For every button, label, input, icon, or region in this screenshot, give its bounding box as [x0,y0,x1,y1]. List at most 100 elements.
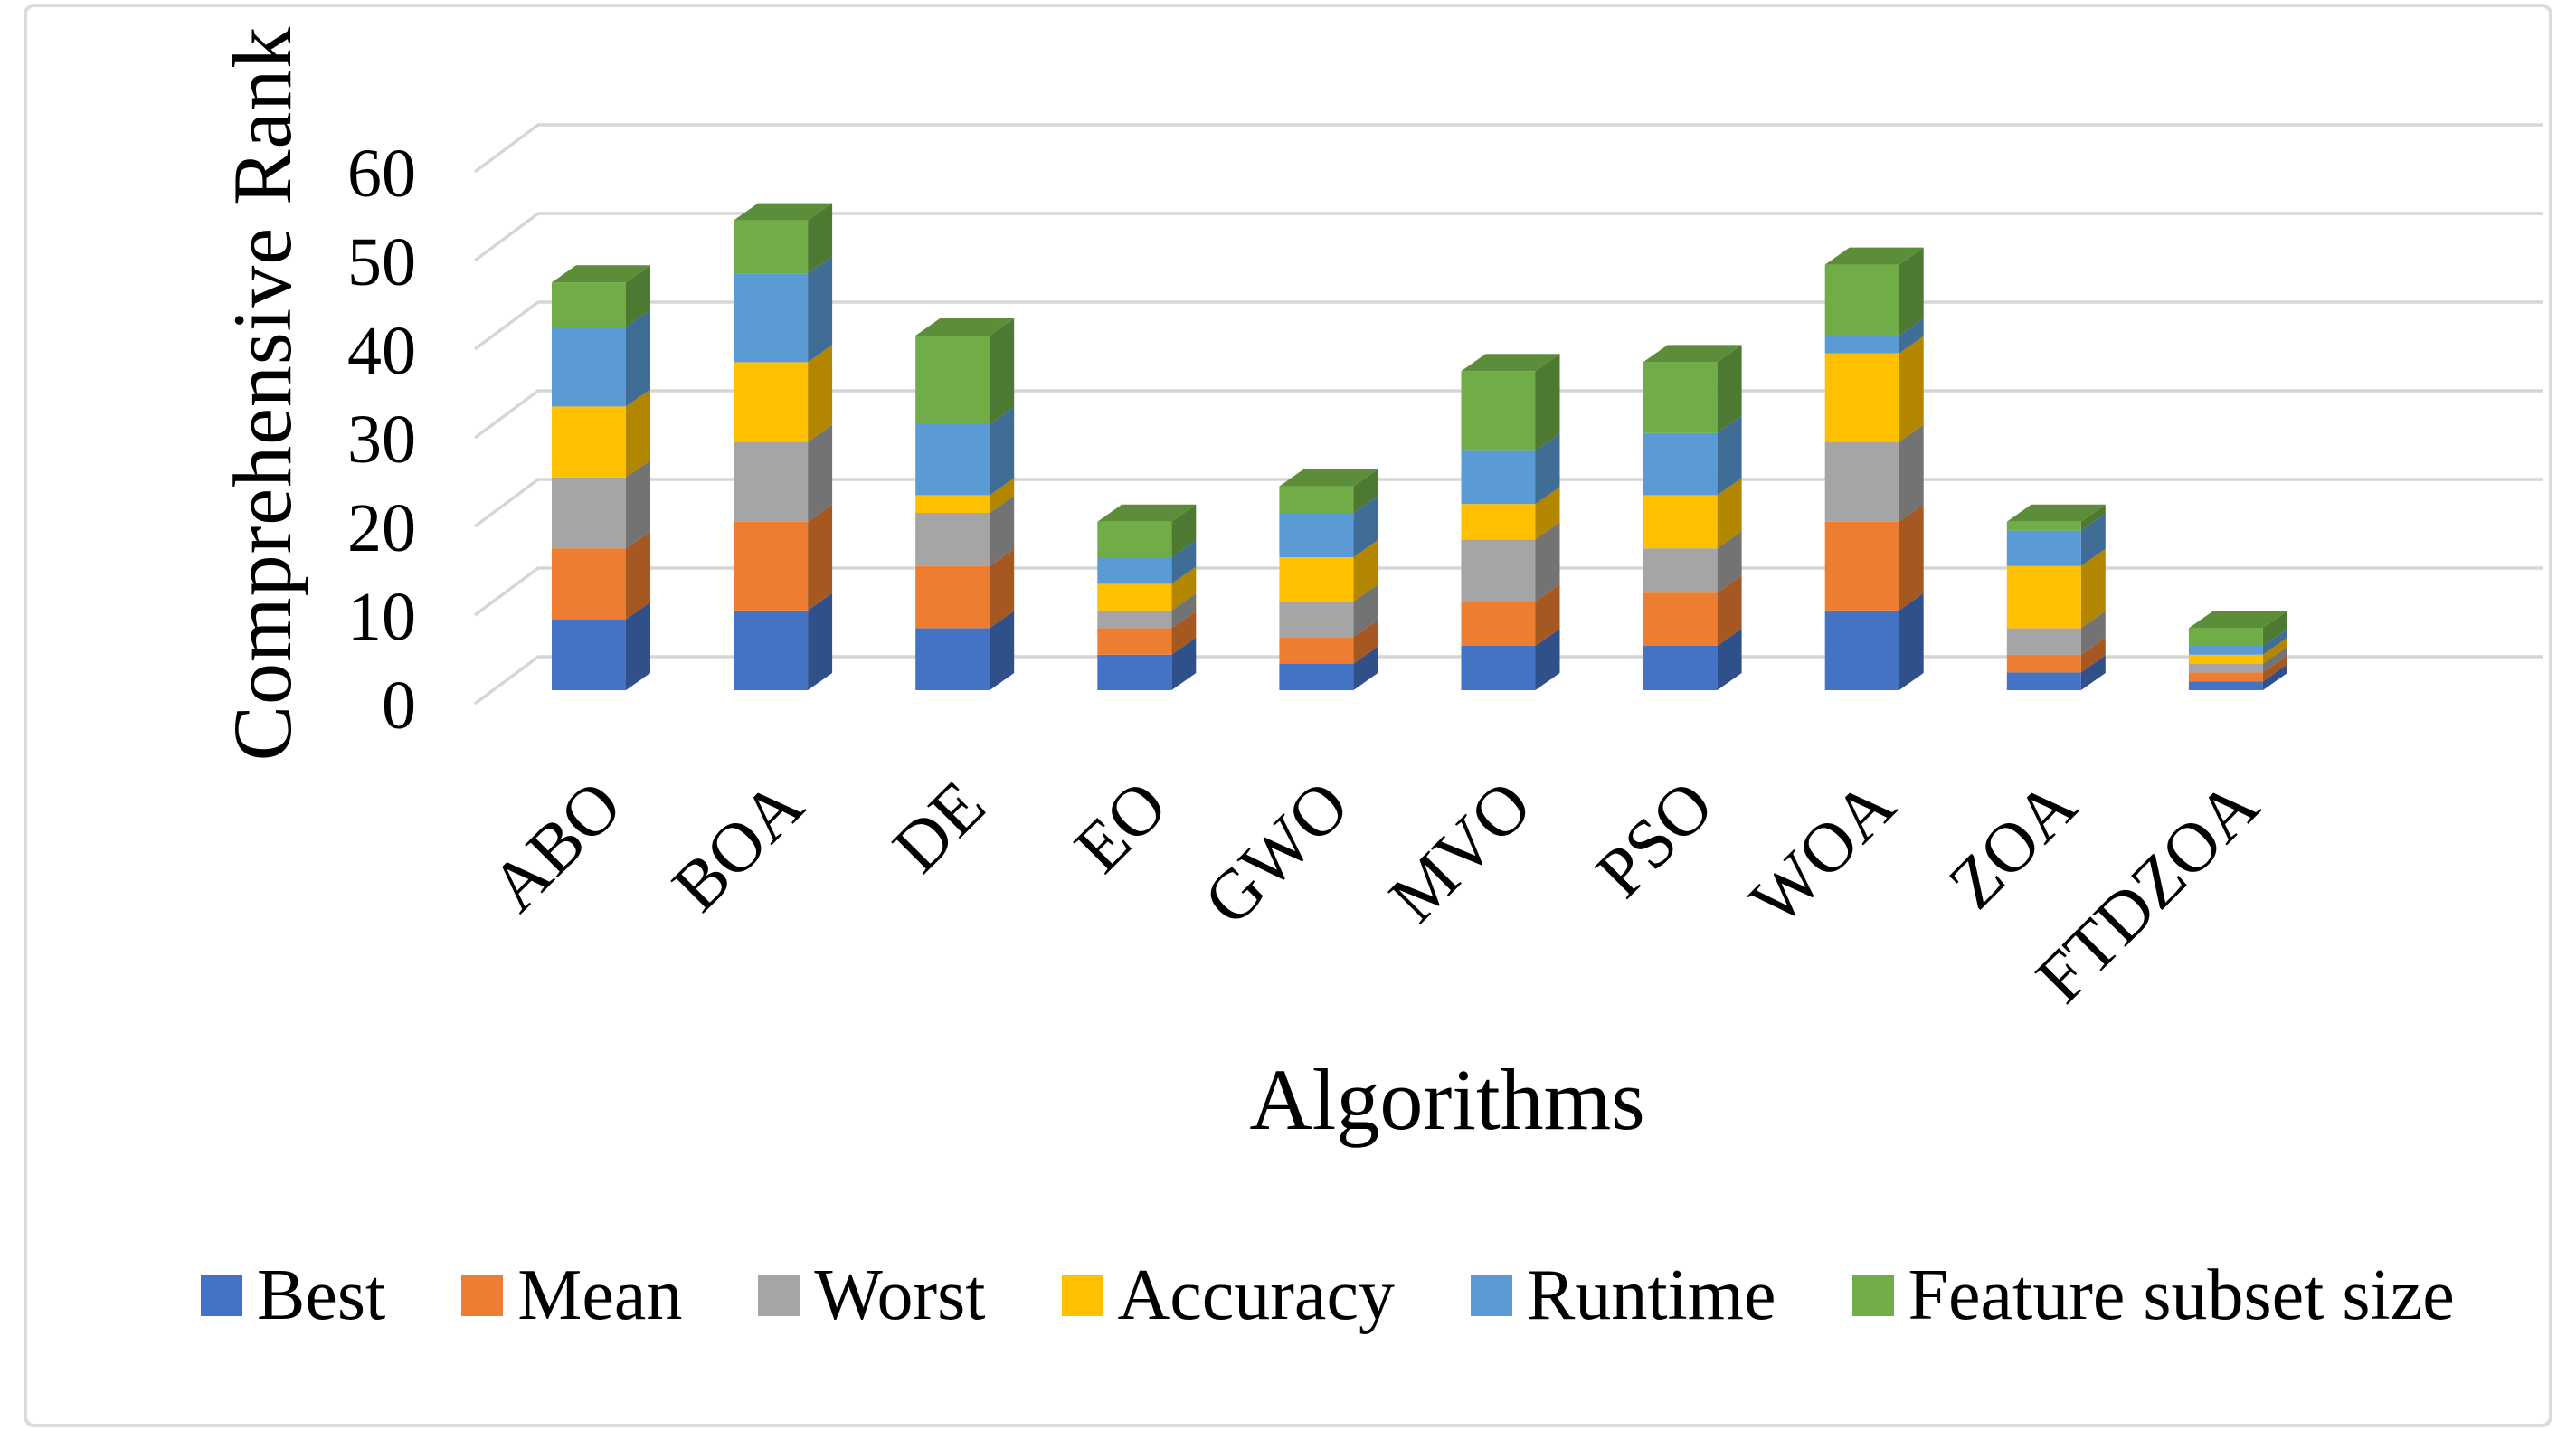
bar-segment-side [2262,664,2287,690]
bar-segment-pso-feature-subset-size [1643,362,1718,433]
bar-segment-zoa-runtime [2006,530,2081,566]
bar-segment-side [990,496,1015,566]
bar-segment-ftdzoa-feature-subset-size [2188,628,2263,646]
bar-top-face [1097,504,1197,522]
bar-segment-abo-runtime [552,327,626,407]
bar-segment-side [1717,345,1742,433]
bar-segment-mvo-mean [1461,602,1536,646]
legend-swatch-icon [1470,1275,1512,1316]
bar-segment-side [1171,566,1197,611]
bar-segment-side [2262,646,2287,673]
bar-segment-side [2262,611,2287,646]
bar-boa [734,203,833,690]
bar-woa [1824,247,1924,690]
bar-segment-side [1717,531,1742,593]
y-tick-label-30: 30 [347,402,416,478]
bar-eo [1097,504,1197,690]
y-tick-label-50: 50 [347,224,416,300]
bar-segment-eo-accuracy [1097,583,1172,611]
bar-segment-de-accuracy [915,495,990,513]
legend-swatch-icon [758,1275,800,1316]
bar-segment-side [1535,433,1560,505]
bar-segment-side [2080,548,2106,629]
bar-top-face [1461,354,1560,372]
legend-swatch-icon [201,1275,242,1316]
bar-segment-eo-worst [1097,610,1172,629]
bar-segment-side [626,265,650,327]
bar-segment-woa-mean [1824,521,1899,611]
bar-segment-eo-runtime [1097,557,1172,584]
bar-segment-side [1353,584,1378,638]
legend-swatch-icon [1852,1275,1894,1316]
bar-segment-pso-accuracy [1643,495,1718,549]
bar-segment-pso-worst [1643,548,1718,593]
bar-segment-side [1717,415,1742,496]
bar-segment-zoa-accuracy [2006,565,2081,629]
bar-segment-side [2262,655,2287,682]
bar-segment-side [808,256,833,363]
bar-segment-eo-feature-subset-size [1097,521,1172,557]
bar-segment-side [990,318,1015,424]
bar-de [915,318,1015,690]
legend-swatch-icon [461,1275,504,1316]
bar-segment-zoa-worst [2006,628,2081,655]
bar-top-face [915,318,1015,336]
bar-segment-gwo-worst [1279,602,1354,638]
legend-item-mean: Mean [461,1259,682,1331]
bar-segment-abo-feature-subset-size [552,282,626,327]
bar-mvo [1461,354,1560,690]
gridline-50 [473,212,2543,262]
bar-segment-side [1353,646,1378,690]
bar-segment-side [1717,478,1742,549]
bar-segment-side [2080,513,2106,566]
y-tick-label-10: 10 [347,579,416,655]
bar-segment-de-runtime [915,424,990,496]
y-tick-label-0: 0 [382,668,416,744]
legend-label: Feature subset size [1908,1256,2455,1335]
bar-top-face [734,203,833,221]
bar-top-face [2006,504,2106,522]
bar-segment-pso-runtime [1643,432,1718,496]
legend-label: Runtime [1526,1256,1776,1335]
bar-segment-woa-runtime [1824,336,1899,354]
bar-segment-side [626,309,650,407]
legend-item-worst: Worst [758,1259,986,1331]
bar-segment-ftdzoa-mean [2188,672,2263,682]
bar-segment-side [990,407,1015,496]
bar-segment-de-mean [915,565,990,629]
bar-segment-side [1353,496,1378,557]
bar-segment-side [1899,336,1924,442]
bar-segment-gwo-runtime [1279,513,1354,557]
bar-ftdzoa [2188,611,2287,690]
bar-segment-boa-runtime [734,273,809,363]
bar-segment-boa-mean [734,521,809,611]
bar-segment-eo-mean [1097,628,1172,655]
bar-segment-woa-worst [1824,441,1899,522]
y-tick-label-60: 60 [347,136,416,212]
bar-segment-side [1535,629,1560,690]
legend-item-accuracy: Accuracy [1061,1259,1395,1331]
legend-swatch-icon [1061,1275,1103,1316]
legend: Best Mean Worst Accuracy Runtime Feature subs… [201,1259,2455,1331]
bar-segment-zoa-feature-subset-size [2006,521,2081,531]
bar-segment-side [1717,575,1742,646]
bar-segment-ftdzoa-best [2188,681,2263,690]
legend-item-feature-subset-size: Feature subset size [1852,1259,2455,1331]
bar-segment-mvo-runtime [1461,450,1536,505]
bar-segment-side [1535,354,1560,451]
bar-pso [1643,345,1742,690]
bar-segment-mvo-accuracy [1461,504,1536,540]
bar-segment-side [1171,540,1197,584]
bar-segment-side [2080,504,2106,531]
bar-segment-side [1899,592,1924,690]
bar-segment-side [1171,592,1197,629]
bar-segment-zoa-best [2006,672,2081,690]
bar-segment-side [1535,584,1560,646]
bar-segment-side [808,424,833,522]
y-axis-title: Comprehensive Rank [216,25,308,762]
bar-segment-side [808,592,833,690]
legend-label: Mean [517,1256,683,1335]
legend-label: Best [257,1256,386,1335]
bar-segment-side [2262,637,2287,664]
